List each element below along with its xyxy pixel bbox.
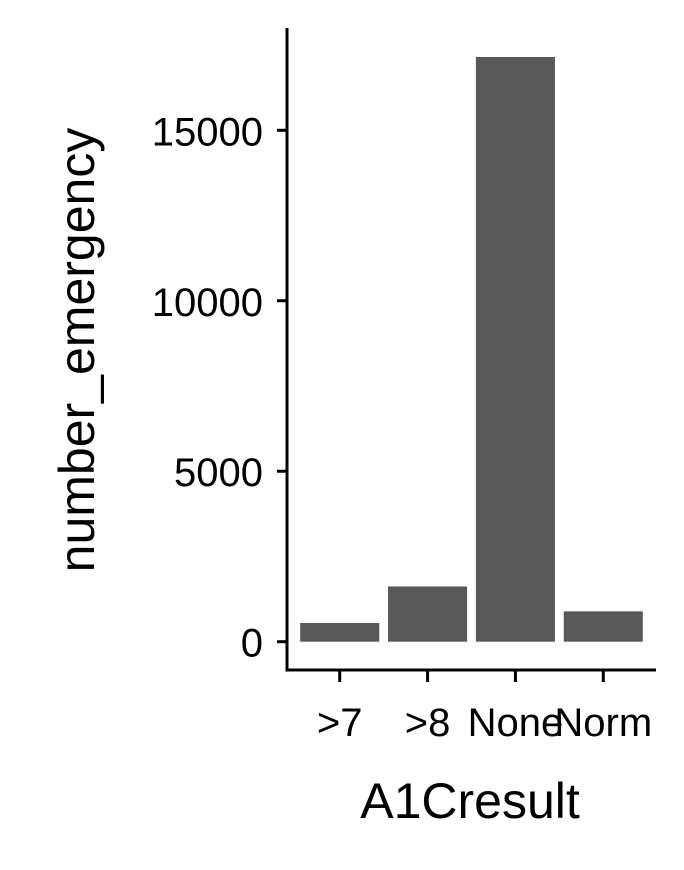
x-tick-label-1: >8 xyxy=(405,701,451,745)
y-tick-label-3: 15000 xyxy=(152,110,263,154)
x-tick-label-0: >7 xyxy=(317,701,363,745)
bar-0 xyxy=(300,622,380,642)
y-tick-label-1: 5000 xyxy=(174,451,263,495)
y-axis-title: number_emergency xyxy=(49,128,105,573)
y-ticks: 0 5000 10000 15000 xyxy=(152,110,287,666)
bar-3 xyxy=(563,611,643,642)
bar-1 xyxy=(388,586,468,642)
y-tick-label-2: 10000 xyxy=(152,281,263,325)
y-tick-label-0: 0 xyxy=(241,622,263,666)
x-tick-label-2: None xyxy=(468,701,564,745)
bar-2 xyxy=(475,56,555,642)
x-axis-title: A1Cresult xyxy=(360,773,580,829)
axes xyxy=(285,28,656,672)
bars xyxy=(300,56,643,642)
x-tick-label-3: Norm xyxy=(554,701,652,745)
